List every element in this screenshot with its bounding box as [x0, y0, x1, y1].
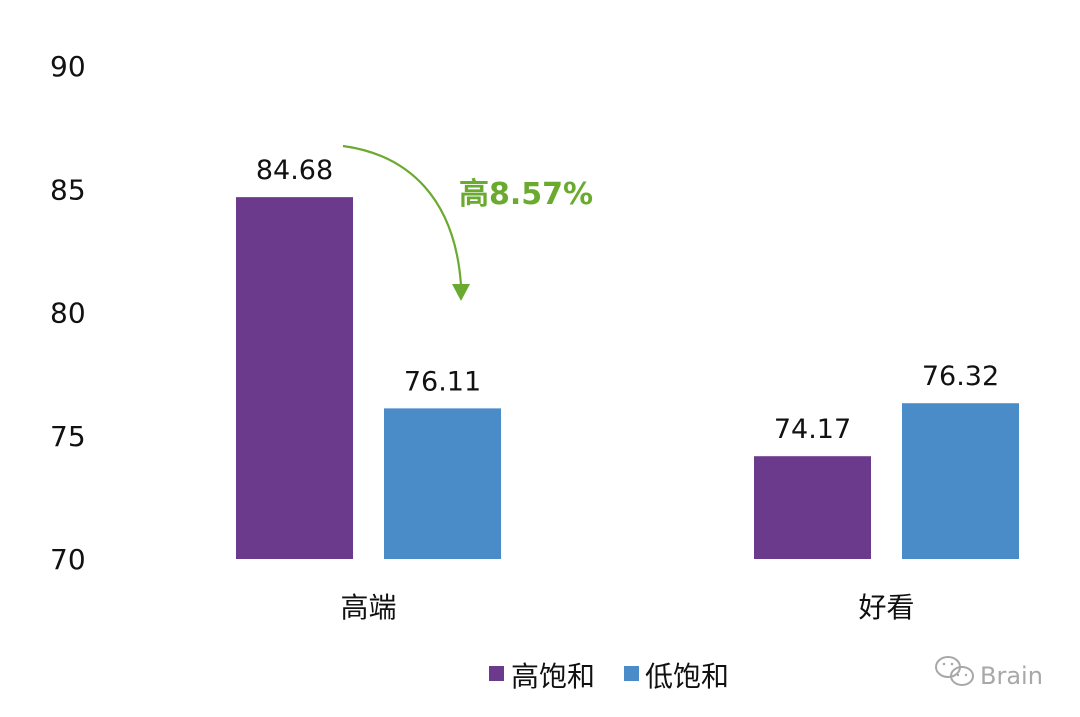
bar [236, 197, 353, 559]
data-label: 76.11 [404, 366, 481, 397]
annotation-arrow [342, 144, 463, 286]
data-label: 76.32 [922, 361, 999, 392]
y-tick-label: 80 [50, 297, 86, 330]
data-label: 84.68 [256, 155, 333, 186]
annotation-text: 高8.57% [459, 177, 593, 212]
legend-swatch-low-saturation [624, 666, 639, 681]
annotation: 高8.57% [342, 144, 593, 301]
y-tick-label: 90 [50, 50, 86, 83]
data-label: 74.17 [774, 414, 851, 445]
y-tick-label: 75 [50, 420, 86, 453]
watermark-text: Brain [980, 662, 1043, 690]
legend-label-low-saturation: 低饱和 [645, 660, 729, 693]
legend: 高饱和 低饱和 [489, 660, 729, 693]
bar [384, 408, 501, 559]
annotation-arrowhead [452, 284, 470, 301]
x-tick-label: 好看 [858, 591, 914, 624]
bars [236, 197, 1019, 559]
y-axis: 70 75 80 85 90 [50, 50, 86, 576]
y-tick-label: 85 [50, 173, 86, 206]
legend-label-high-saturation: 高饱和 [511, 660, 595, 693]
bar [902, 403, 1019, 559]
x-axis: 高端 好看 [340, 591, 914, 624]
data-labels: 84.68 74.17 76.11 76.32 [256, 155, 999, 445]
watermark: Brain [935, 656, 1043, 690]
wechat-icon [935, 656, 974, 686]
legend-swatch-high-saturation [489, 666, 504, 681]
y-tick-label: 70 [50, 543, 86, 576]
x-tick-label: 高端 [340, 591, 396, 624]
bar [754, 456, 871, 559]
